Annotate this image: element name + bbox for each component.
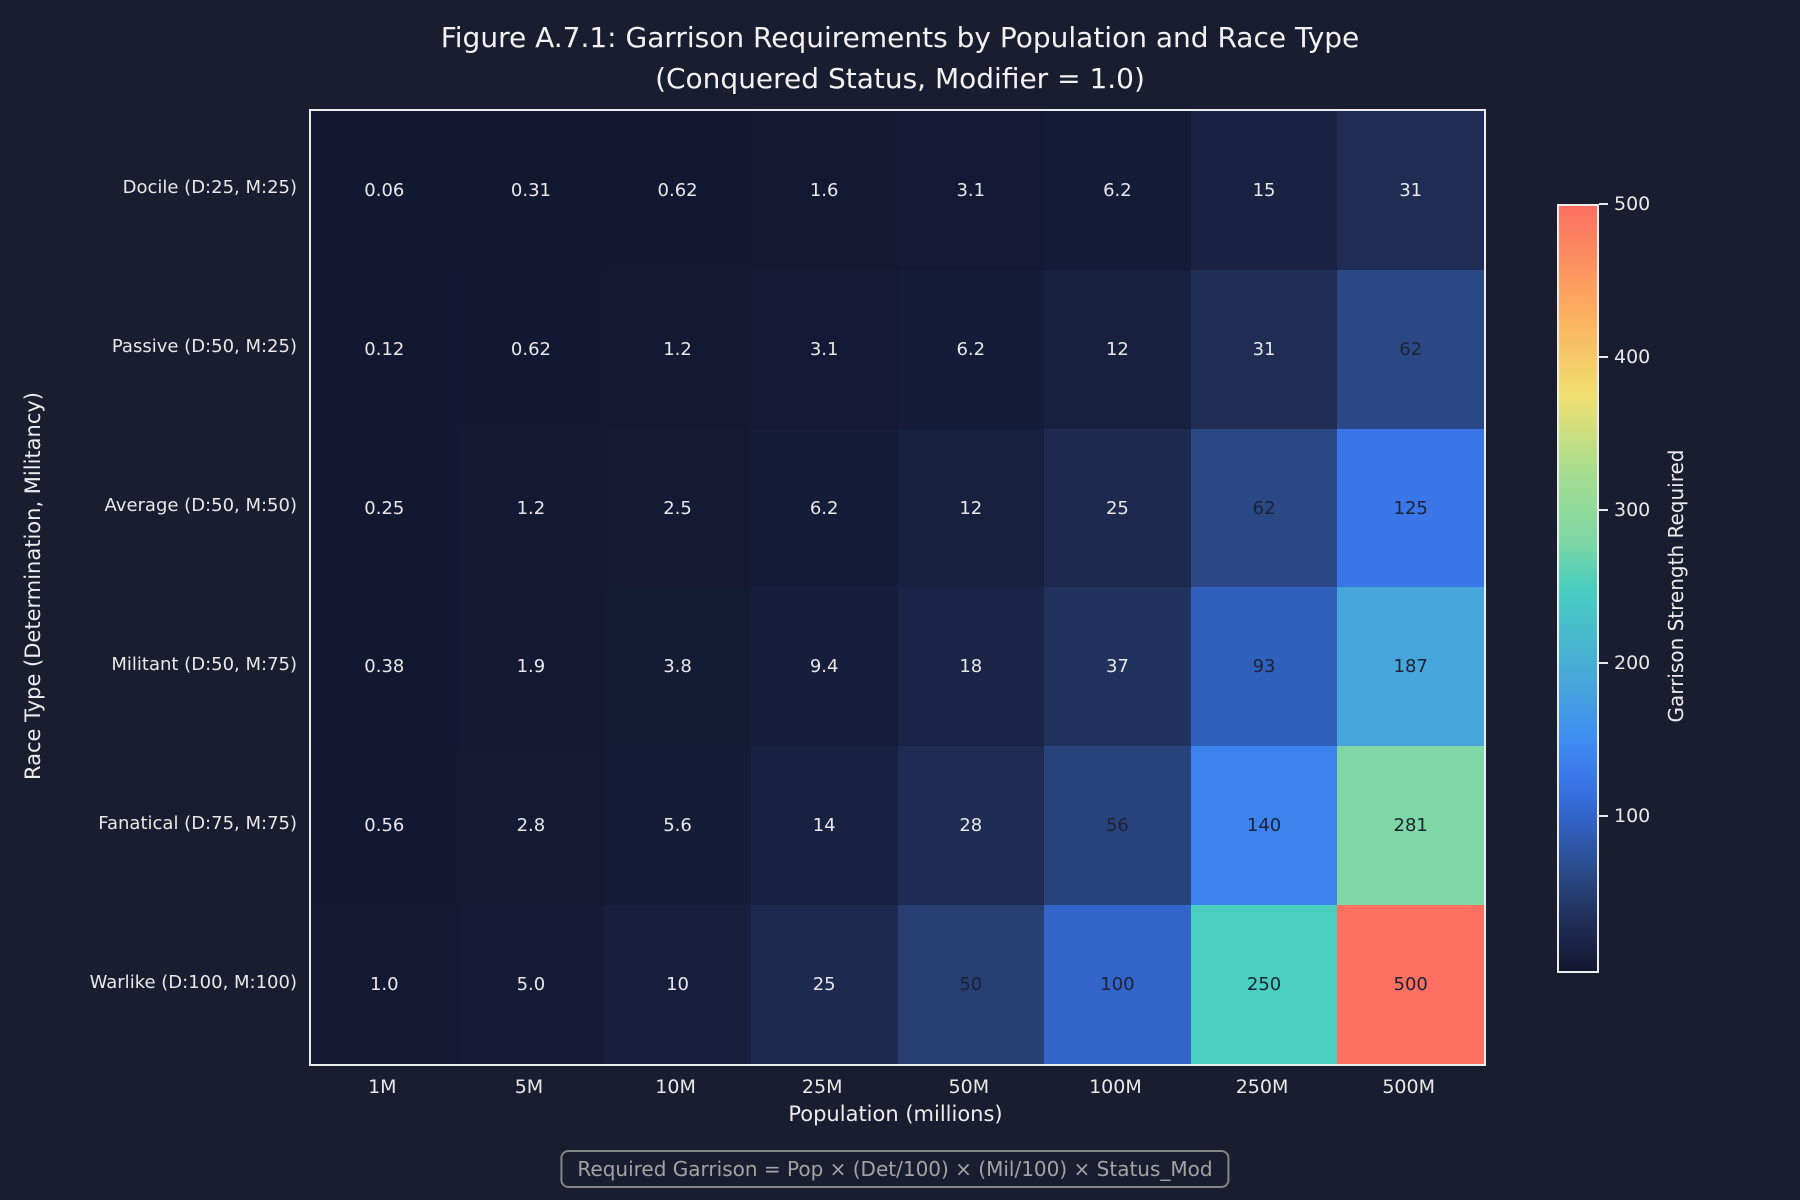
heatmap-cell: 25 [1044,428,1191,588]
heatmap-cell: 0.25 [311,428,458,588]
heatmap-cell: 37 [1044,587,1191,747]
heatmap-cell: 0.06 [311,111,458,270]
y-tick-label: Warlike (D:100, M:100) [89,971,297,993]
colorbar-tick-label: 300 [1614,499,1651,521]
y-tick-label: Fanatical (D:75, M:75) [98,812,297,834]
x-tick-label: 10M [655,1076,696,1098]
heatmap-cell: 1.9 [457,587,605,747]
x-tick-label: 50M [948,1076,990,1098]
heatmap-cell: 9.4 [750,587,898,747]
heatmap-cell: 3.8 [604,587,751,747]
heatmap-cell: 0.56 [311,746,458,906]
heatmap-cell: 0.38 [311,587,458,747]
heatmap-cell: 10 [604,905,751,1064]
colorbar-tick-mark [1599,815,1608,817]
colorbar-tick-label: 100 [1614,805,1651,827]
heatmap-cell: 2.5 [604,428,751,588]
heatmap-cell: 187 [1337,587,1484,747]
heatmap-cell: 93 [1190,587,1338,747]
colorbar-tick-mark [1599,662,1608,664]
heatmap-cell: 6.2 [750,428,898,588]
x-tick-label: 1M [368,1076,397,1098]
heatmap-cell: 1.2 [604,269,751,429]
heatmap-cell: 500 [1337,905,1484,1064]
colorbar-tick-mark [1599,509,1608,511]
heatmap-cell: 281 [1337,746,1484,906]
heatmap-cell: 250 [1190,905,1338,1064]
heatmap-cell: 12 [897,428,1045,588]
x-axis-title: Population (millions) [788,1102,1003,1126]
heatmap-cell: 2.8 [457,746,605,906]
heatmap-cell: 3.1 [750,269,898,429]
colorbar-tick-label: 200 [1614,652,1651,674]
formula-note: Required Garrison = Pop × (Det/100) × (M… [560,1150,1230,1188]
colorbar-tick-mark [1599,356,1608,358]
heatmap-cell: 3.1 [897,111,1045,270]
chart-title-line2: (Conquered Status, Modifier = 1.0) [655,61,1145,95]
heatmap-cell: 0.62 [604,111,751,270]
x-tick-label: 500M [1382,1076,1436,1098]
heatmap-cell: 6.2 [897,269,1045,429]
heatmap-cell: 28 [897,746,1045,906]
chart-title-line1: Figure A.7.1: Garrison Requirements by P… [440,21,1360,54]
heatmap-cell: 100 [1044,905,1191,1064]
x-tick-label: 250M [1235,1076,1289,1098]
heatmap-cell: 1.6 [750,111,898,270]
heatmap-cell: 12 [1044,269,1191,429]
heatmap-cell: 14 [750,746,898,906]
heatmap-cell: 15 [1190,111,1338,270]
heatmap-cell: 0.31 [457,111,605,270]
heatmap-cell: 1.0 [311,905,458,1064]
colorbar-tick-label: 500 [1614,193,1651,215]
heatmap-cell: 31 [1337,111,1484,270]
heatmap-cell: 5.6 [604,746,751,906]
y-axis-title: Race Type (Determination, Militancy) [21,392,45,780]
heatmap-cell: 62 [1190,428,1338,588]
colorbar-tick-label: 400 [1614,346,1651,368]
heatmap-grid: 0.06 0.31 0.62 1.6 3.1 6.2 15 31 0.12 0.62 1.2 3.1 6… [309,109,1486,1066]
chart-title: Figure A.7.1: Garrison Requirements by P… [0,18,1800,99]
colorbar-gradient [1557,204,1599,973]
x-tick-label: 100M [1089,1076,1142,1098]
heatmap-cell: 5.0 [457,905,605,1064]
heatmap-cell: 0.12 [311,269,458,429]
heatmap-cell: 6.2 [1044,111,1191,270]
heatmap-cell: 0.62 [457,269,605,429]
heatmap-cell: 25 [750,905,898,1064]
heatmap-cell: 31 [1190,269,1338,429]
y-tick-label: Docile (D:25, M:25) [122,177,297,199]
heatmap-cell: 18 [897,587,1045,747]
heatmap-cell: 62 [1337,269,1484,429]
y-tick-label: Average (D:50, M:50) [104,495,297,517]
y-tick-label: Militant (D:50, M:75) [111,653,297,675]
colorbar-title: Garrison Strength Required [1664,449,1688,723]
heatmap-cell: 1.2 [457,428,605,588]
colorbar-tick-mark [1599,203,1608,205]
heatmap-cell: 56 [1044,746,1191,906]
heatmap-cell: 50 [897,905,1045,1064]
heatmap-cell: 125 [1337,428,1484,588]
x-tick-label: 25M [801,1076,843,1098]
y-tick-label: Passive (D:50, M:25) [111,336,297,358]
heatmap-cell: 140 [1190,746,1338,906]
x-tick-label: 5M [514,1076,544,1098]
